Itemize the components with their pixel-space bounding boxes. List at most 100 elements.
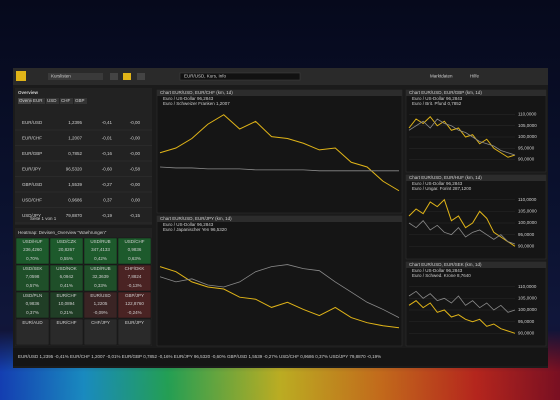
tab[interactable]: [60, 98, 73, 104]
tile-value: 20,8267: [58, 247, 75, 252]
chart-header: [157, 90, 402, 96]
y-tick-label: 90,0000: [518, 244, 535, 249]
heat-tile[interactable]: [83, 264, 118, 292]
y-tick-label: 90,0000: [518, 331, 535, 336]
tile-pair: EUR/CHF: [57, 320, 77, 325]
y-tick-label: 100,0000: [518, 220, 537, 225]
chart-panel: [405, 89, 547, 173]
cell: 0,37: [103, 198, 112, 203]
heat-tile[interactable]: [83, 291, 118, 319]
tile-pair: USD/RUB: [90, 266, 110, 271]
menu-dropdown[interactable]: [48, 73, 103, 80]
heat-tile[interactable]: [49, 237, 84, 265]
tile-pair: GBP/JPY: [125, 293, 144, 298]
tile-change: 0,33%: [94, 283, 107, 288]
tile-change: 0,55%: [60, 256, 73, 261]
y-tick-label: 110,0000: [518, 284, 537, 289]
chart-panel: [156, 89, 403, 214]
search-field[interactable]: [179, 72, 301, 81]
tile-value: 236,4260: [23, 247, 42, 252]
panel-title: Heatmap: Devisen_Overview "Waehrungen": [18, 230, 107, 235]
y-tick-label: 105,0000: [518, 209, 537, 214]
tab[interactable]: [18, 98, 31, 104]
tab[interactable]: [74, 98, 87, 104]
heat-tile[interactable]: [83, 318, 118, 346]
legend-entry: Euro / US-Dollar 96,2843: [163, 96, 214, 101]
tab[interactable]: [32, 98, 45, 104]
tile-pair: EUR/JPY: [125, 320, 144, 325]
heat-tile[interactable]: [117, 237, 152, 265]
tile-pair: USD/RUB: [90, 239, 110, 244]
tile-pair: USD/CHF: [125, 239, 145, 244]
price-line: [408, 118, 516, 156]
heat-tile[interactable]: [15, 291, 50, 319]
tool-button[interactable]: [123, 73, 131, 80]
y-tick-label: 100,0000: [518, 134, 537, 139]
heat-tile[interactable]: [117, 318, 152, 346]
tab-label[interactable]: GBP: [75, 98, 85, 103]
heat-tile[interactable]: [49, 264, 84, 292]
tab[interactable]: [46, 98, 59, 104]
tile-value: 122,8760: [125, 301, 144, 306]
tile-value: 0,9836: [128, 247, 142, 252]
chart-title: Chart EUR/USD, EUR/JPY (km, 1d): [160, 216, 232, 221]
cell: GBP/USD: [22, 182, 43, 187]
heat-tile[interactable]: [49, 318, 84, 346]
logo: [16, 71, 26, 81]
y-tick-label: 90,0000: [518, 157, 535, 162]
y-tick-label: 100,0000: [518, 307, 537, 312]
legend-entry: Euro / Ungar. Forint 287,1200: [412, 186, 472, 191]
heat-tile[interactable]: [117, 291, 152, 319]
price-line: [159, 114, 400, 192]
menu-label[interactable]: Kurslisten: [51, 74, 71, 79]
tool-button[interactable]: [137, 73, 145, 80]
heat-tile[interactable]: [83, 237, 118, 265]
tile-pair: USD/CZK: [57, 239, 77, 244]
legend-entry: Euro / Schweizer Franken 1,2007: [163, 101, 230, 106]
tab-label[interactable]: CHF: [61, 98, 70, 103]
tool-button[interactable]: [110, 73, 118, 80]
cell: 0,00: [131, 198, 140, 203]
heat-tile[interactable]: [15, 237, 50, 265]
cell: -0,00: [130, 136, 141, 141]
y-tick-label: 95,0000: [518, 232, 535, 237]
legend-entry: Euro / US-Dollar 96,2843: [412, 268, 463, 273]
overview-panel: [15, 88, 152, 225]
cell: EUR/CHF: [22, 136, 42, 141]
legend-entry: Euro / US-Dollar 96,2843: [412, 96, 463, 101]
y-tick-label: 105,0000: [518, 123, 537, 128]
cell: -0,41: [102, 120, 113, 125]
panel-title: Overview: [18, 90, 39, 95]
cell: USD/CHF: [22, 198, 42, 203]
tile-change: 0,70%: [26, 256, 39, 261]
chart-title: Chart EUR/USD, EUR/CHF (km, 1d): [160, 90, 233, 95]
heat-tile[interactable]: [117, 264, 152, 292]
search-text[interactable]: EUR/USD, Kurs, Info: [184, 74, 227, 79]
chart-title: Chart EUR/USD, EUR/SEK (km, 1d): [409, 262, 482, 267]
price-line: [159, 264, 400, 318]
tile-value: 1,2205: [94, 301, 108, 306]
cell: -0,15: [130, 213, 141, 218]
price-line: [408, 198, 516, 247]
tile-value: 0,9836: [26, 301, 40, 306]
tab-label[interactable]: EUR: [33, 98, 43, 103]
tab-label[interactable]: Overview: [19, 98, 39, 103]
chart-header: [406, 90, 546, 96]
toolbar-link[interactable]: Hilfe: [470, 74, 479, 79]
cell: -0,00: [130, 182, 141, 187]
heat-tile[interactable]: [49, 291, 84, 319]
cell: 1,2007: [68, 136, 82, 141]
tile-change: -0,13%: [127, 283, 141, 288]
tile-change: 0,21%: [60, 310, 73, 315]
tile-change: 0,41%: [60, 283, 73, 288]
tile-pair: USD/SEK: [23, 266, 43, 271]
y-tick-label: 105,0000: [518, 296, 537, 301]
legend-entry: Euro / Brit. Pfund 0,7852: [412, 101, 462, 106]
cell: 79,8870: [66, 213, 83, 218]
heat-tile[interactable]: [15, 318, 50, 346]
toolbar-link[interactable]: Marktdaten: [430, 74, 453, 79]
heat-tile[interactable]: [15, 264, 50, 292]
tab-label[interactable]: USD: [47, 98, 57, 103]
tile-value: 347,4133: [91, 247, 110, 252]
